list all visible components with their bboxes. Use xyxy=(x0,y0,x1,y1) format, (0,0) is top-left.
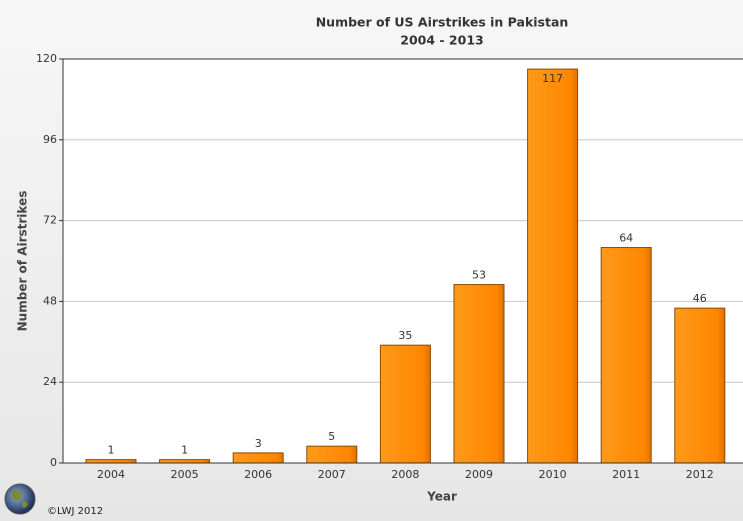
x-axis-title: Year xyxy=(426,490,457,504)
y-tick-label: 48 xyxy=(43,294,57,307)
y-tick-label: 0 xyxy=(50,456,57,469)
value-label: 46 xyxy=(693,292,707,305)
value-label: 35 xyxy=(398,329,412,342)
bar xyxy=(600,247,652,464)
value-label: 1 xyxy=(108,444,115,457)
x-tick-label: 2011 xyxy=(612,468,640,481)
credit: ©LWJ 2012 xyxy=(47,506,103,517)
y-tick-label: 96 xyxy=(43,133,57,146)
x-tick-label: 2012 xyxy=(686,468,714,481)
bar xyxy=(453,284,505,464)
bar xyxy=(159,459,211,464)
x-tick-label: 2010 xyxy=(539,468,567,481)
bar xyxy=(527,68,579,464)
x-tick-label: 2005 xyxy=(171,468,199,481)
value-label: 117 xyxy=(542,72,563,85)
value-label: 3 xyxy=(255,437,262,450)
value-label: 5 xyxy=(328,430,335,443)
bar xyxy=(232,452,284,464)
value-label: 64 xyxy=(619,232,633,245)
y-axis-title: Number of Airstrikes xyxy=(16,191,30,332)
logo xyxy=(4,483,36,515)
x-tick-label: 2007 xyxy=(318,468,346,481)
bar xyxy=(674,307,726,464)
x-tick-label: 2008 xyxy=(391,468,419,481)
x-tick-label: 2004 xyxy=(97,468,125,481)
value-label: 53 xyxy=(472,269,486,282)
bar xyxy=(306,445,358,464)
bar xyxy=(85,459,137,464)
y-tick-label: 72 xyxy=(43,214,57,227)
chart-title: Number of US Airstrikes in Pakistan xyxy=(316,15,569,30)
value-label: 1 xyxy=(181,444,188,457)
chart-subtitle: 2004 - 2013 xyxy=(400,33,483,48)
y-tick-label: 24 xyxy=(43,375,57,388)
globe-land xyxy=(12,490,28,508)
x-tick-label: 2006 xyxy=(244,468,272,481)
y-tick-label: 120 xyxy=(36,52,57,65)
x-tick-label: 2009 xyxy=(465,468,493,481)
bar xyxy=(379,344,431,464)
